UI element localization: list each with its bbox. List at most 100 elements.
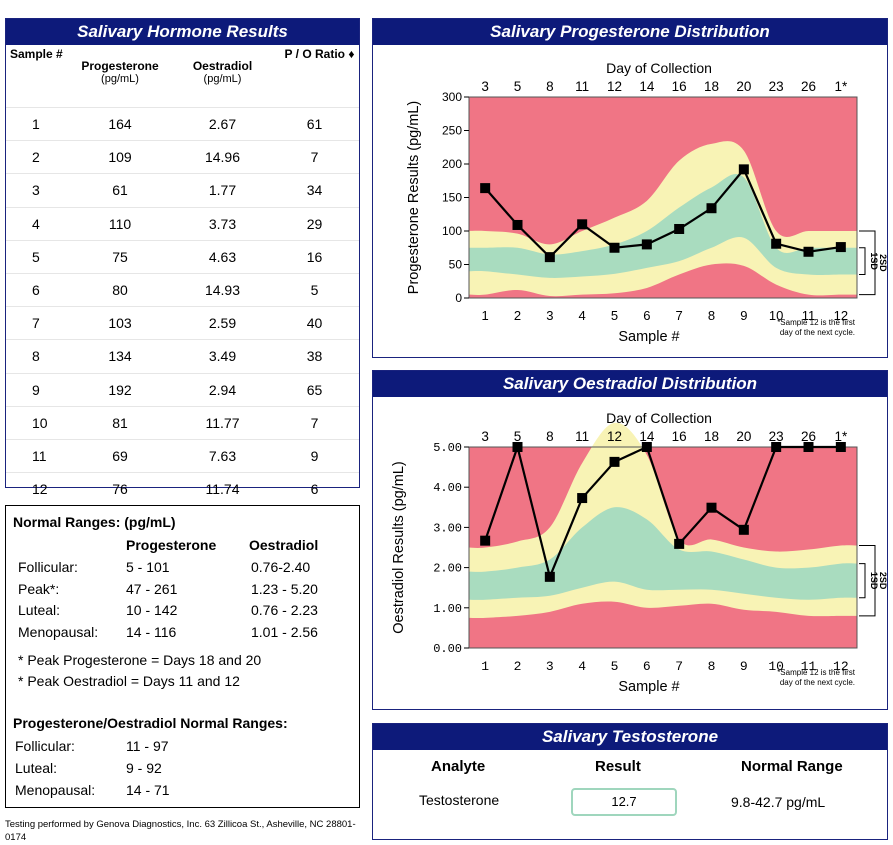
chart-note-line1: *Sample 12 is the first bbox=[777, 318, 856, 327]
data-point bbox=[577, 493, 588, 504]
cell-ratio: 65 bbox=[270, 372, 359, 407]
cell-prog: 192 bbox=[65, 372, 175, 407]
cell-oes: 2.67 bbox=[175, 106, 270, 141]
y-tick-label: 5.00 bbox=[433, 441, 462, 455]
hormone-results-panel: Salivary Hormone Results Sample # Proges… bbox=[5, 18, 360, 506]
ratio-range: 14 - 71 bbox=[126, 782, 170, 798]
cell-sample: 7 bbox=[6, 306, 65, 340]
table-row: 6 80 14.93 5 bbox=[6, 272, 359, 307]
day-label: 12 bbox=[607, 79, 622, 94]
x-tick-label: 3 bbox=[546, 659, 554, 674]
cell-prog: 164 bbox=[65, 106, 175, 141]
normal-ranges-box: Normal Ranges: (pg/mL) Progesterone Oest… bbox=[5, 505, 360, 808]
cell-ratio: 34 bbox=[270, 173, 359, 208]
sd1-band bbox=[469, 174, 857, 278]
data-point bbox=[835, 442, 846, 452]
cell-prog: 80 bbox=[65, 272, 175, 307]
cell-prog: 110 bbox=[65, 206, 175, 241]
x-tick-label: 5 bbox=[611, 659, 619, 674]
cell-oes: 14.93 bbox=[175, 272, 270, 307]
cell-prog: 134 bbox=[65, 339, 175, 373]
cell-sample: 9 bbox=[6, 372, 65, 407]
day-label: 8 bbox=[546, 429, 554, 444]
data-point bbox=[706, 502, 717, 513]
data-point bbox=[674, 223, 685, 234]
cell-sample: 12 bbox=[6, 472, 65, 506]
y-tick-label: 4.00 bbox=[433, 481, 462, 495]
day-label: 14 bbox=[639, 429, 655, 444]
range-phase: Luteal: bbox=[18, 602, 61, 618]
y-tick-label: 0.00 bbox=[433, 642, 462, 656]
testo-col-analyte: Analyte bbox=[431, 758, 486, 775]
cell-ratio: 61 bbox=[270, 106, 359, 141]
ranges-title: Normal Ranges: (pg/mL) bbox=[13, 514, 176, 530]
day-label: 20 bbox=[736, 79, 751, 94]
cell-oes: 7.63 bbox=[175, 438, 270, 473]
series-line bbox=[484, 167, 841, 259]
cell-prog: 81 bbox=[65, 405, 175, 440]
y-tick-label: 0 bbox=[455, 291, 462, 305]
day-label: 5 bbox=[514, 429, 522, 444]
note-peak-oes: * Peak Oestradiol = Days 11 and 12 bbox=[18, 673, 240, 689]
data-point bbox=[641, 442, 652, 452]
ranges-col-oes: Oestradiol bbox=[249, 537, 319, 553]
cell-ratio: 7 bbox=[270, 140, 359, 174]
cell-prog: 61 bbox=[65, 173, 175, 208]
y-tick-label: 1.00 bbox=[433, 602, 462, 616]
cell-prog: 75 bbox=[65, 239, 175, 274]
day-label: 3 bbox=[481, 429, 489, 444]
sd1-band bbox=[469, 507, 857, 600]
chart-note-line1: *Sample 12 is the first bbox=[777, 668, 856, 677]
chart-note-line2: day of the next cycle. bbox=[780, 678, 855, 687]
data-point bbox=[512, 442, 523, 452]
sd2-bracket bbox=[859, 230, 876, 296]
range-oes: 1.23 - 5.20 bbox=[251, 580, 318, 597]
cell-sample: 11 bbox=[6, 438, 65, 473]
sd2-label: 2SD bbox=[878, 572, 887, 590]
x-tick-label: 4 bbox=[578, 659, 586, 674]
chart-note-line2: day of the next cycle. bbox=[780, 328, 855, 337]
range-oes: 0.76 - 2.23 bbox=[251, 602, 318, 618]
cell-sample: 10 bbox=[6, 405, 65, 440]
data-point bbox=[674, 538, 685, 549]
lab-footer: Testing performed by Genova Diagnostics,… bbox=[5, 819, 356, 843]
data-point bbox=[480, 535, 491, 546]
x-tick-label: 1 bbox=[481, 659, 489, 674]
x-tick-label: 6 bbox=[643, 659, 651, 674]
x-tick-label: 5 bbox=[611, 308, 618, 323]
col-sample: Sample # bbox=[10, 47, 63, 61]
day-label: 1* bbox=[834, 79, 848, 94]
table-row: 9 192 2.94 65 bbox=[6, 372, 359, 407]
series-line bbox=[484, 443, 841, 581]
cell-oes: 4.63 bbox=[175, 239, 270, 274]
cell-oes: 11.77 bbox=[175, 405, 270, 440]
y-axis-title: Oestradiol Results (pg/mL) bbox=[391, 461, 407, 633]
cell-oes: 1.77 bbox=[175, 173, 270, 208]
data-point bbox=[641, 239, 652, 250]
cell-oes: 3.49 bbox=[175, 339, 270, 373]
cell-prog: 69 bbox=[65, 438, 175, 473]
data-point bbox=[771, 238, 782, 249]
table-row: 4 110 3.73 29 bbox=[6, 206, 359, 241]
range-phase: Peak*: bbox=[18, 580, 60, 597]
x-tick-label: 10 bbox=[769, 308, 783, 323]
oestradiol-chart: 0.001.002.003.004.005.001 2 3 4 5 6 7 8 9 10 11 123… bbox=[391, 410, 888, 695]
cell-sample: 8 bbox=[6, 339, 65, 373]
testosterone-panel: Salivary Testosterone Analyte Result Nor… bbox=[372, 723, 888, 840]
day-label: 18 bbox=[704, 79, 719, 94]
day-label: 5 bbox=[514, 79, 522, 94]
cell-sample: 2 bbox=[6, 140, 65, 174]
sd1-bracket bbox=[859, 563, 866, 599]
table-row: 10 81 11.77 7 bbox=[6, 405, 359, 440]
table-row: 1 164 2.67 61 bbox=[6, 106, 359, 141]
x-tick-label: 11 bbox=[802, 308, 816, 323]
data-point bbox=[706, 203, 717, 214]
prog-chart-title: Salivary Progesterone Distribution bbox=[373, 19, 887, 45]
ratio-phase: Luteal: bbox=[15, 760, 58, 776]
range-prog: 14 - 116 bbox=[126, 623, 177, 640]
y-tick-label: 50 bbox=[449, 258, 463, 272]
cell-oes: 14.96 bbox=[175, 140, 270, 174]
ratio-range: 9 - 92 bbox=[126, 760, 162, 776]
cell-oes: 2.94 bbox=[175, 372, 270, 407]
cell-sample: 5 bbox=[6, 239, 65, 274]
